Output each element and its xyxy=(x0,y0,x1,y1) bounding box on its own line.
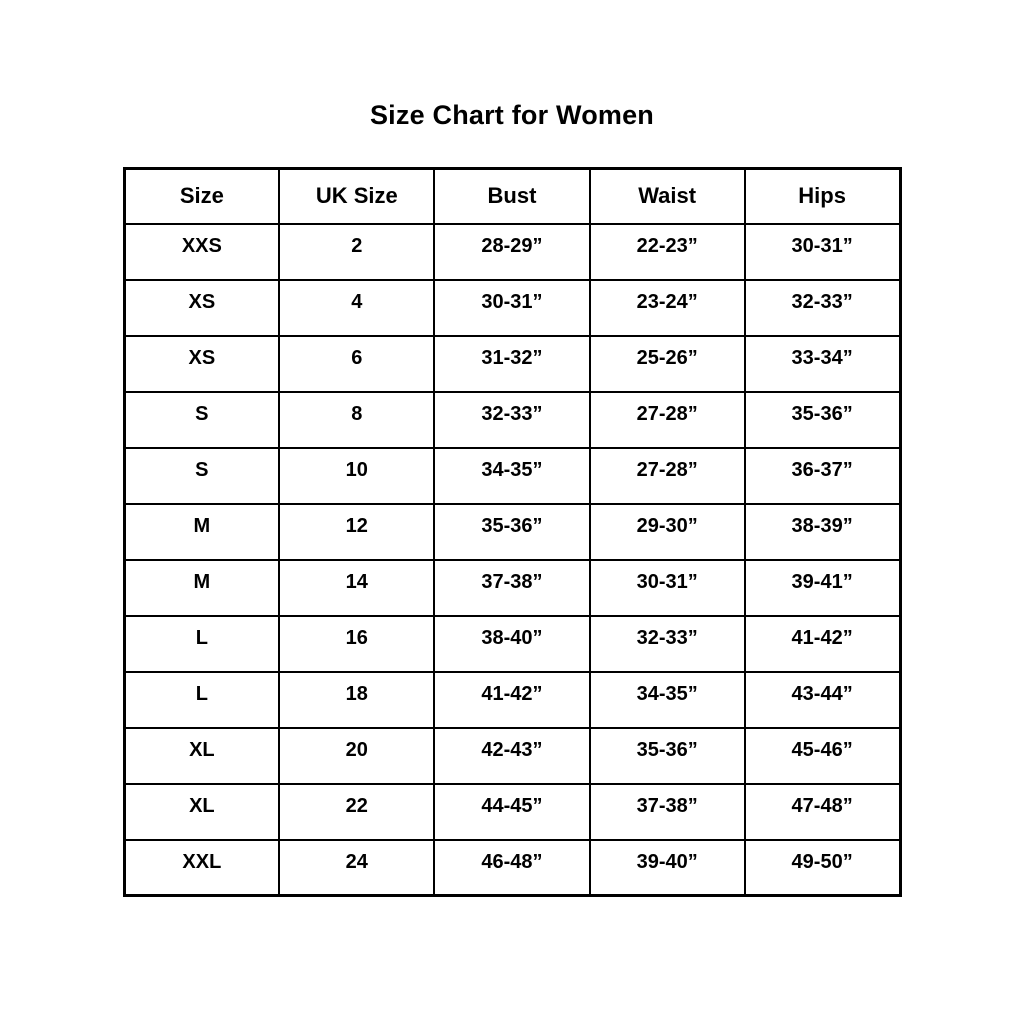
size-chart-table: Size UK Size Bust Waist Hips XXS 2 28-29” 2… xyxy=(122,167,902,897)
table-cell: 27-28” xyxy=(588,446,746,505)
column-header-size: Size xyxy=(122,167,281,225)
table-cell: 23-24” xyxy=(588,278,746,337)
table-row: XS 6 31-32” 25-26” 33-34” xyxy=(122,334,902,393)
table-cell: 35-36” xyxy=(588,726,746,785)
table-cell: 30-31” xyxy=(433,278,591,337)
table-row: L 16 38-40” 32-33” 41-42” xyxy=(122,614,902,673)
table-cell: 30-31” xyxy=(743,222,902,281)
table-cell: 16 xyxy=(278,614,436,673)
table-row: M 12 35-36” 29-30” 38-39” xyxy=(122,502,902,561)
table-cell: 24 xyxy=(278,838,436,897)
table-cell: XL xyxy=(122,726,281,785)
size-chart-table-container: Size UK Size Bust Waist Hips XXS 2 28-29” 2… xyxy=(122,167,902,897)
page-title: Size Chart for Women xyxy=(369,100,655,130)
table-cell: XS xyxy=(122,278,281,337)
table-cell: 10 xyxy=(278,446,436,505)
table-cell: M xyxy=(122,558,281,617)
table-row: L 18 41-42” 34-35” 43-44” xyxy=(122,670,902,729)
table-cell: 18 xyxy=(278,670,436,729)
table-cell: XXS xyxy=(122,222,281,281)
table-cell: 32-33” xyxy=(588,614,746,673)
table-row: M 14 37-38” 30-31” 39-41” xyxy=(122,558,902,617)
table-cell: S xyxy=(122,390,281,449)
table-cell: XS xyxy=(122,334,281,393)
table-cell: 33-34” xyxy=(743,334,902,393)
table-cell: 4 xyxy=(278,278,436,337)
table-cell: 22 xyxy=(278,782,436,841)
table-cell: 44-45” xyxy=(433,782,591,841)
table-cell: 43-44” xyxy=(743,670,902,729)
table-cell: 8 xyxy=(278,390,436,449)
table-cell: 6 xyxy=(278,334,436,393)
table-cell: 22-23” xyxy=(588,222,746,281)
table-row: S 8 32-33” 27-28” 35-36” xyxy=(122,390,902,449)
table-header-row: Size UK Size Bust Waist Hips xyxy=(122,167,902,225)
table-cell: 41-42” xyxy=(433,670,591,729)
table-cell: 45-46” xyxy=(743,726,902,785)
table-cell: 41-42” xyxy=(743,614,902,673)
table-cell: 37-38” xyxy=(433,558,591,617)
table-cell: 14 xyxy=(278,558,436,617)
table-cell: S xyxy=(122,446,281,505)
table-cell: 30-31” xyxy=(588,558,746,617)
table-cell: 39-40” xyxy=(588,838,746,897)
table-cell: 38-39” xyxy=(743,502,902,561)
column-header-hips: Hips xyxy=(743,167,902,225)
table-cell: 36-37” xyxy=(743,446,902,505)
table-row: XXL 24 46-48” 39-40” 49-50” xyxy=(122,838,902,897)
table-cell: 38-40” xyxy=(433,614,591,673)
table-row: XL 20 42-43” 35-36” 45-46” xyxy=(122,726,902,785)
table-cell: 42-43” xyxy=(433,726,591,785)
table-row: XXS 2 28-29” 22-23” 30-31” xyxy=(122,222,902,281)
table-cell: 35-36” xyxy=(433,502,591,561)
table-cell: 35-36” xyxy=(743,390,902,449)
table-row: XL 22 44-45” 37-38” 47-48” xyxy=(122,782,902,841)
table-cell: L xyxy=(122,614,281,673)
table-cell: 34-35” xyxy=(588,670,746,729)
table-cell: 31-32” xyxy=(433,334,591,393)
table-cell: 32-33” xyxy=(743,278,902,337)
table-cell: 39-41” xyxy=(743,558,902,617)
table-cell: 20 xyxy=(278,726,436,785)
table-row: S 10 34-35” 27-28” 36-37” xyxy=(122,446,902,505)
table-cell: 2 xyxy=(278,222,436,281)
table-cell: L xyxy=(122,670,281,729)
table-cell: XXL xyxy=(122,838,281,897)
table-cell: 34-35” xyxy=(433,446,591,505)
table-cell: 37-38” xyxy=(588,782,746,841)
table-cell: 29-30” xyxy=(588,502,746,561)
table-cell: 27-28” xyxy=(588,390,746,449)
table-cell: 49-50” xyxy=(743,838,902,897)
table-cell: M xyxy=(122,502,281,561)
column-header-bust: Bust xyxy=(433,167,591,225)
table-cell: 46-48” xyxy=(433,838,591,897)
table-cell: XL xyxy=(122,782,281,841)
column-header-uk-size: UK Size xyxy=(278,167,436,225)
table-cell: 32-33” xyxy=(433,390,591,449)
table-body: XXS 2 28-29” 22-23” 30-31” XS 4 30-31” 23-24” 32-… xyxy=(122,222,902,897)
column-header-waist: Waist xyxy=(588,167,746,225)
table-cell: 25-26” xyxy=(588,334,746,393)
table-cell: 47-48” xyxy=(743,782,902,841)
table-cell: 12 xyxy=(278,502,436,561)
table-cell: 28-29” xyxy=(433,222,591,281)
table-row: XS 4 30-31” 23-24” 32-33” xyxy=(122,278,902,337)
